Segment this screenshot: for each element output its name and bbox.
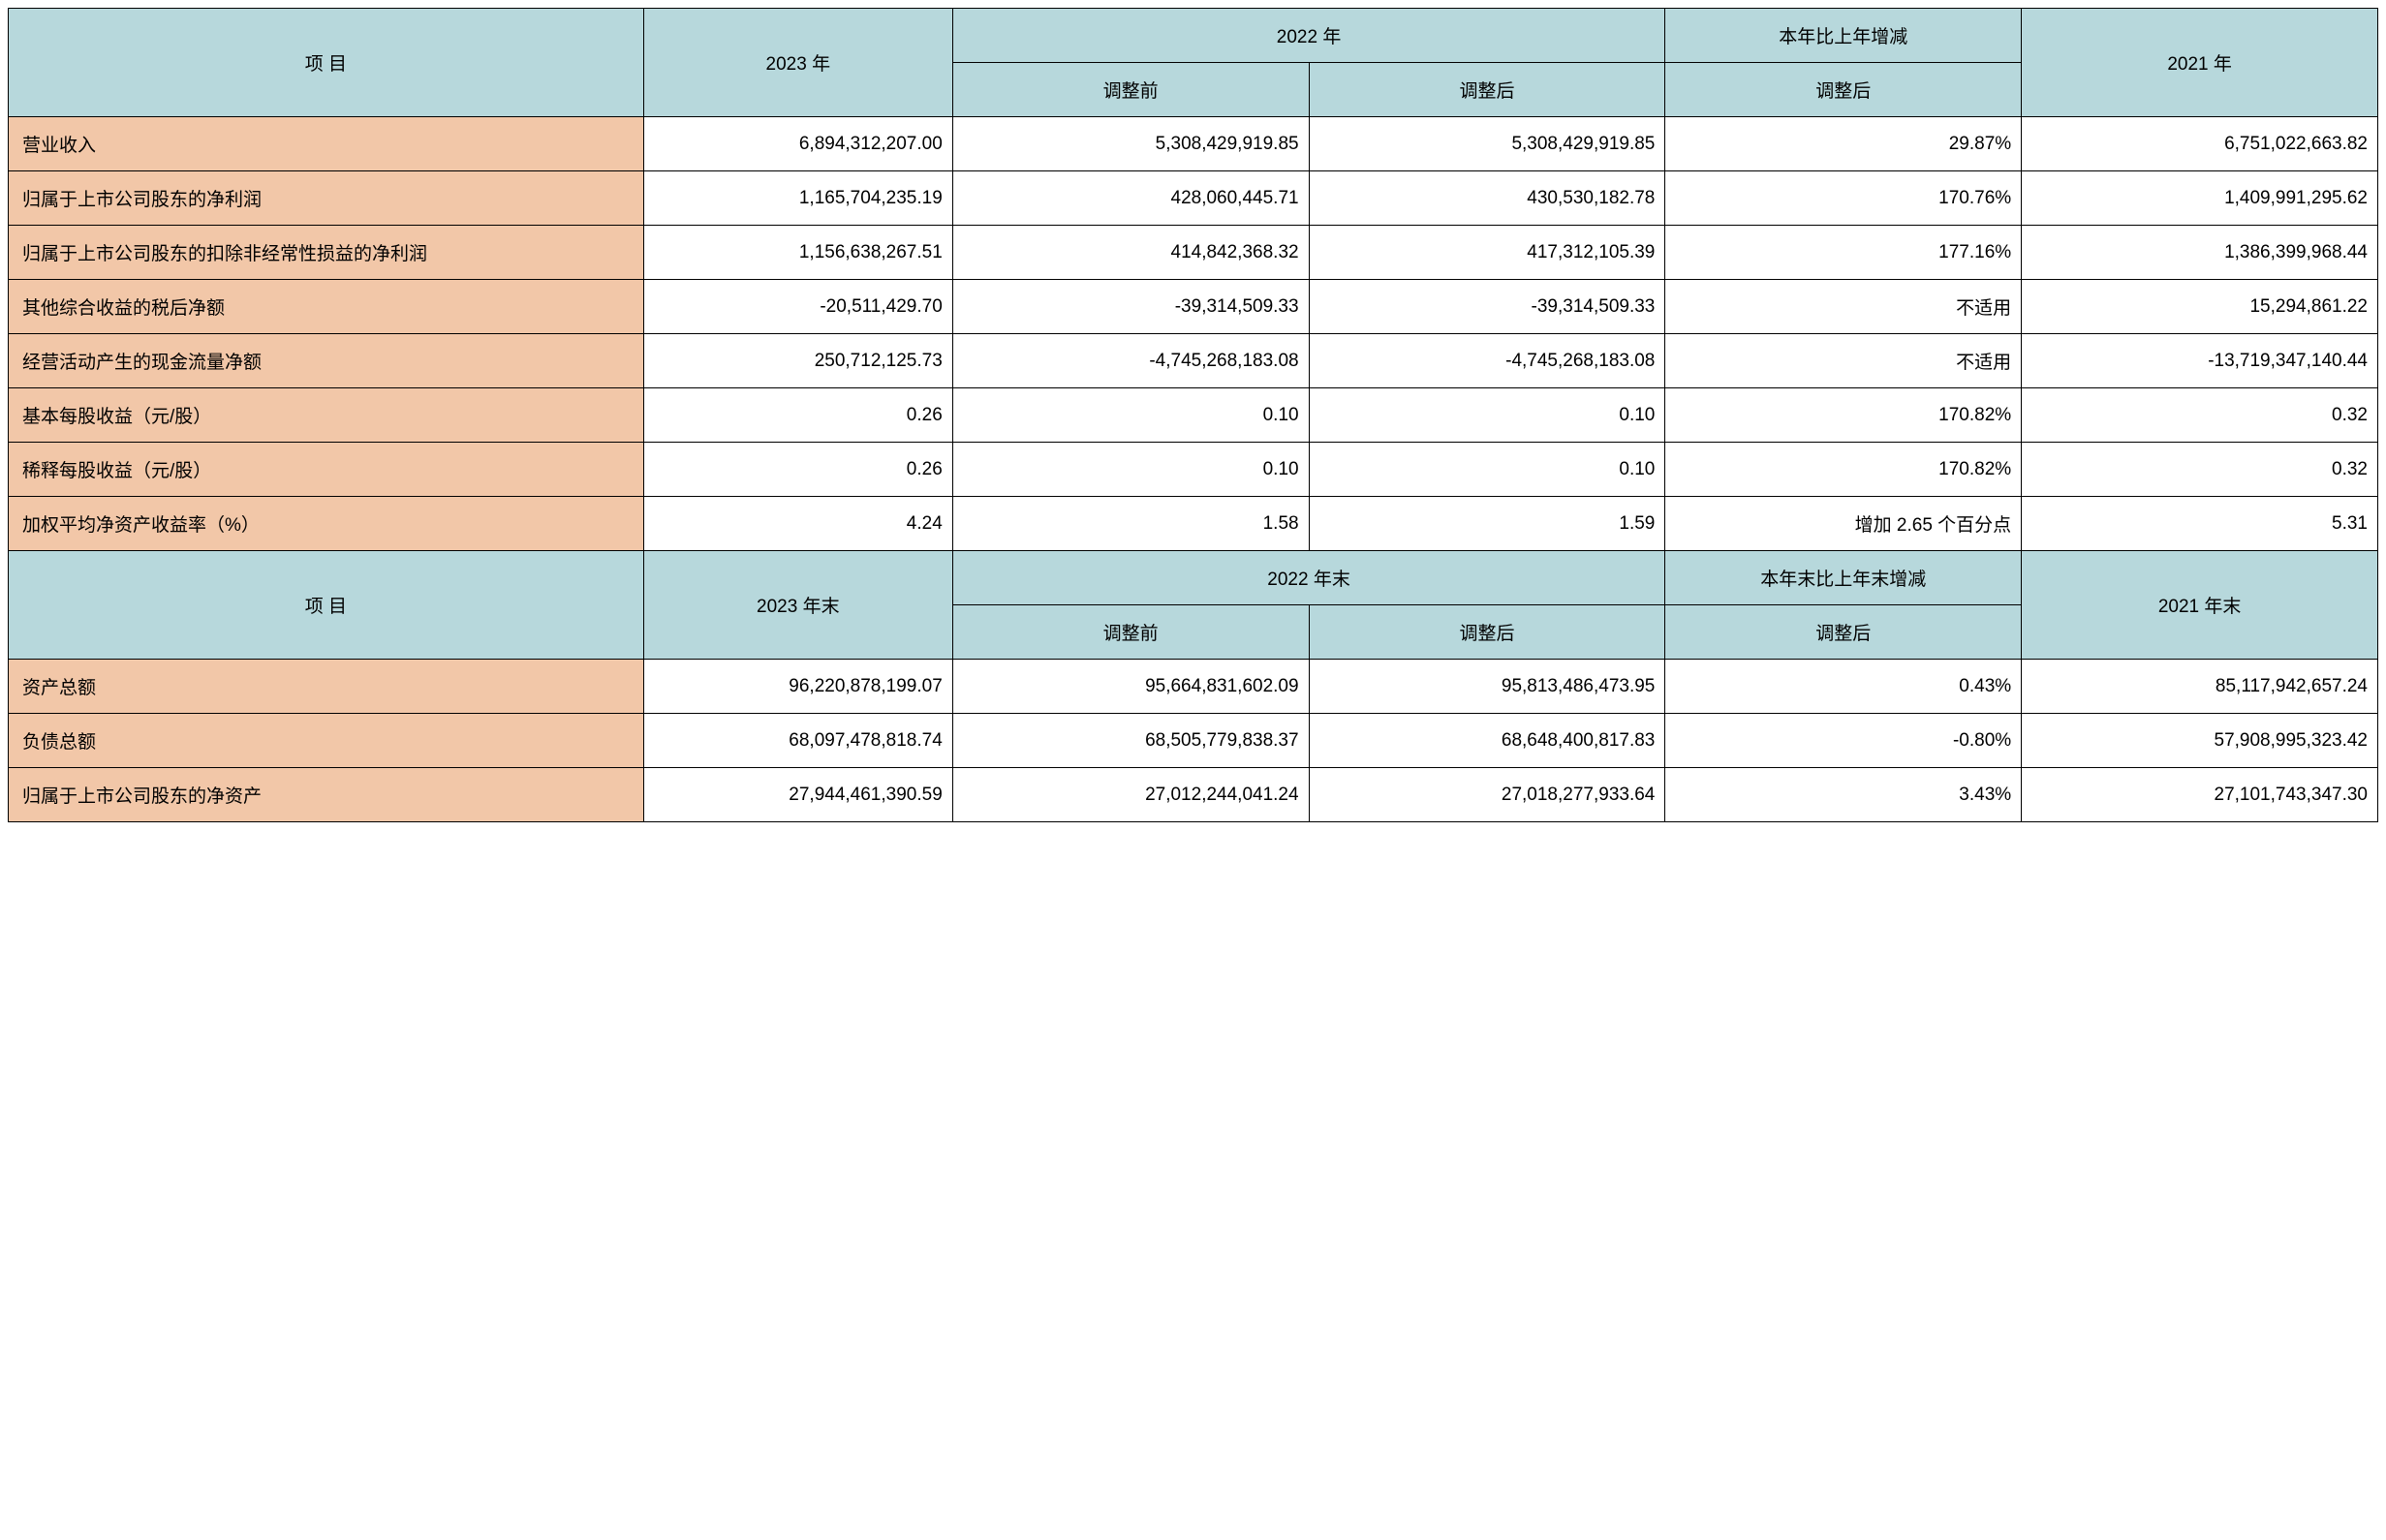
cell-change: -0.80% xyxy=(1665,714,2022,768)
row-label: 归属于上市公司股东的净利润 xyxy=(9,171,644,226)
cell-post: -39,314,509.33 xyxy=(1309,280,1665,334)
header-2021: 2021 年 xyxy=(2022,9,2378,117)
cell-pre: -39,314,509.33 xyxy=(952,280,1309,334)
cell-2023: -20,511,429.70 xyxy=(643,280,952,334)
cell-2023: 0.26 xyxy=(643,443,952,497)
row-label: 基本每股收益（元/股） xyxy=(9,388,644,443)
cell-post: 0.10 xyxy=(1309,388,1665,443)
cell-post: 417,312,105.39 xyxy=(1309,226,1665,280)
table-row: 资产总额 96,220,878,199.07 95,664,831,602.09… xyxy=(9,660,2378,714)
cell-pre: 95,664,831,602.09 xyxy=(952,660,1309,714)
cell-change: 增加 2.65 个百分点 xyxy=(1665,497,2022,551)
financial-summary-table: 项 目 2023 年 2022 年 本年比上年增减 2021 年 调整前 调整后… xyxy=(8,8,2378,822)
cell-change: 不适用 xyxy=(1665,280,2022,334)
header-change-sub: 调整后 xyxy=(1665,63,2022,117)
header-row-1: 项 目 2023 年 2022 年 本年比上年增减 2021 年 xyxy=(9,9,2378,63)
cell-change: 3.43% xyxy=(1665,768,2022,822)
header-change: 本年比上年增减 xyxy=(1665,9,2022,63)
cell-2023: 4.24 xyxy=(643,497,952,551)
row-label: 稀释每股收益（元/股） xyxy=(9,443,644,497)
row-label: 归属于上市公司股东的扣除非经常性损益的净利润 xyxy=(9,226,644,280)
header-2023: 2023 年末 xyxy=(643,551,952,660)
cell-2021: 5.31 xyxy=(2022,497,2378,551)
cell-change: 29.87% xyxy=(1665,117,2022,171)
cell-change: 不适用 xyxy=(1665,334,2022,388)
row-label: 其他综合收益的税后净额 xyxy=(9,280,644,334)
cell-post: 5,308,429,919.85 xyxy=(1309,117,1665,171)
cell-pre: 27,012,244,041.24 xyxy=(952,768,1309,822)
header-2021: 2021 年末 xyxy=(2022,551,2378,660)
row-label: 负债总额 xyxy=(9,714,644,768)
cell-2021: 27,101,743,347.30 xyxy=(2022,768,2378,822)
cell-post: 95,813,486,473.95 xyxy=(1309,660,1665,714)
cell-2021: 85,117,942,657.24 xyxy=(2022,660,2378,714)
header-2022: 2022 年末 xyxy=(952,551,1665,605)
cell-change: 0.43% xyxy=(1665,660,2022,714)
cell-2021: 0.32 xyxy=(2022,443,2378,497)
table-row: 营业收入 6,894,312,207.00 5,308,429,919.85 5… xyxy=(9,117,2378,171)
cell-2021: 57,908,995,323.42 xyxy=(2022,714,2378,768)
cell-post: 430,530,182.78 xyxy=(1309,171,1665,226)
header-2022-pre: 调整前 xyxy=(952,605,1309,660)
cell-change: 170.82% xyxy=(1665,388,2022,443)
cell-post: 27,018,277,933.64 xyxy=(1309,768,1665,822)
header-2022-post: 调整后 xyxy=(1309,63,1665,117)
header-2022: 2022 年 xyxy=(952,9,1665,63)
cell-post: -4,745,268,183.08 xyxy=(1309,334,1665,388)
row-label: 经营活动产生的现金流量净额 xyxy=(9,334,644,388)
table-row: 归属于上市公司股东的净资产 27,944,461,390.59 27,012,2… xyxy=(9,768,2378,822)
cell-2023: 1,165,704,235.19 xyxy=(643,171,952,226)
table-row: 归属于上市公司股东的净利润 1,165,704,235.19 428,060,4… xyxy=(9,171,2378,226)
row-label: 加权平均净资产收益率（%） xyxy=(9,497,644,551)
row-label: 归属于上市公司股东的净资产 xyxy=(9,768,644,822)
cell-pre: 1.58 xyxy=(952,497,1309,551)
cell-2021: -13,719,347,140.44 xyxy=(2022,334,2378,388)
cell-pre: 428,060,445.71 xyxy=(952,171,1309,226)
cell-2021: 0.32 xyxy=(2022,388,2378,443)
cell-2023: 1,156,638,267.51 xyxy=(643,226,952,280)
cell-change: 170.76% xyxy=(1665,171,2022,226)
cell-pre: 414,842,368.32 xyxy=(952,226,1309,280)
cell-2023: 68,097,478,818.74 xyxy=(643,714,952,768)
header-change-sub: 调整后 xyxy=(1665,605,2022,660)
header-row-1: 项 目 2023 年末 2022 年末 本年末比上年末增减 2021 年末 xyxy=(9,551,2378,605)
cell-2021: 15,294,861.22 xyxy=(2022,280,2378,334)
header-change: 本年末比上年末增减 xyxy=(1665,551,2022,605)
cell-pre: -4,745,268,183.08 xyxy=(952,334,1309,388)
table-row: 经营活动产生的现金流量净额 250,712,125.73 -4,745,268,… xyxy=(9,334,2378,388)
cell-2023: 6,894,312,207.00 xyxy=(643,117,952,171)
table-row: 负债总额 68,097,478,818.74 68,505,779,838.37… xyxy=(9,714,2378,768)
header-2022-pre: 调整前 xyxy=(952,63,1309,117)
cell-post: 1.59 xyxy=(1309,497,1665,551)
header-item: 项 目 xyxy=(9,551,644,660)
header-2022-post: 调整后 xyxy=(1309,605,1665,660)
table-row: 基本每股收益（元/股） 0.26 0.10 0.10 170.82% 0.32 xyxy=(9,388,2378,443)
cell-pre: 68,505,779,838.37 xyxy=(952,714,1309,768)
table-row: 归属于上市公司股东的扣除非经常性损益的净利润 1,156,638,267.51 … xyxy=(9,226,2378,280)
cell-pre: 0.10 xyxy=(952,388,1309,443)
cell-change: 177.16% xyxy=(1665,226,2022,280)
cell-post: 0.10 xyxy=(1309,443,1665,497)
cell-post: 68,648,400,817.83 xyxy=(1309,714,1665,768)
header-item: 项 目 xyxy=(9,9,644,117)
table-row: 稀释每股收益（元/股） 0.26 0.10 0.10 170.82% 0.32 xyxy=(9,443,2378,497)
cell-change: 170.82% xyxy=(1665,443,2022,497)
cell-2021: 6,751,022,663.82 xyxy=(2022,117,2378,171)
cell-pre: 0.10 xyxy=(952,443,1309,497)
table-row: 加权平均净资产收益率（%） 4.24 1.58 1.59 增加 2.65 个百分… xyxy=(9,497,2378,551)
cell-pre: 5,308,429,919.85 xyxy=(952,117,1309,171)
row-label: 资产总额 xyxy=(9,660,644,714)
cell-2023: 0.26 xyxy=(643,388,952,443)
row-label: 营业收入 xyxy=(9,117,644,171)
cell-2023: 27,944,461,390.59 xyxy=(643,768,952,822)
header-2023: 2023 年 xyxy=(643,9,952,117)
table-row: 其他综合收益的税后净额 -20,511,429.70 -39,314,509.3… xyxy=(9,280,2378,334)
cell-2021: 1,386,399,968.44 xyxy=(2022,226,2378,280)
cell-2021: 1,409,991,295.62 xyxy=(2022,171,2378,226)
cell-2023: 250,712,125.73 xyxy=(643,334,952,388)
cell-2023: 96,220,878,199.07 xyxy=(643,660,952,714)
